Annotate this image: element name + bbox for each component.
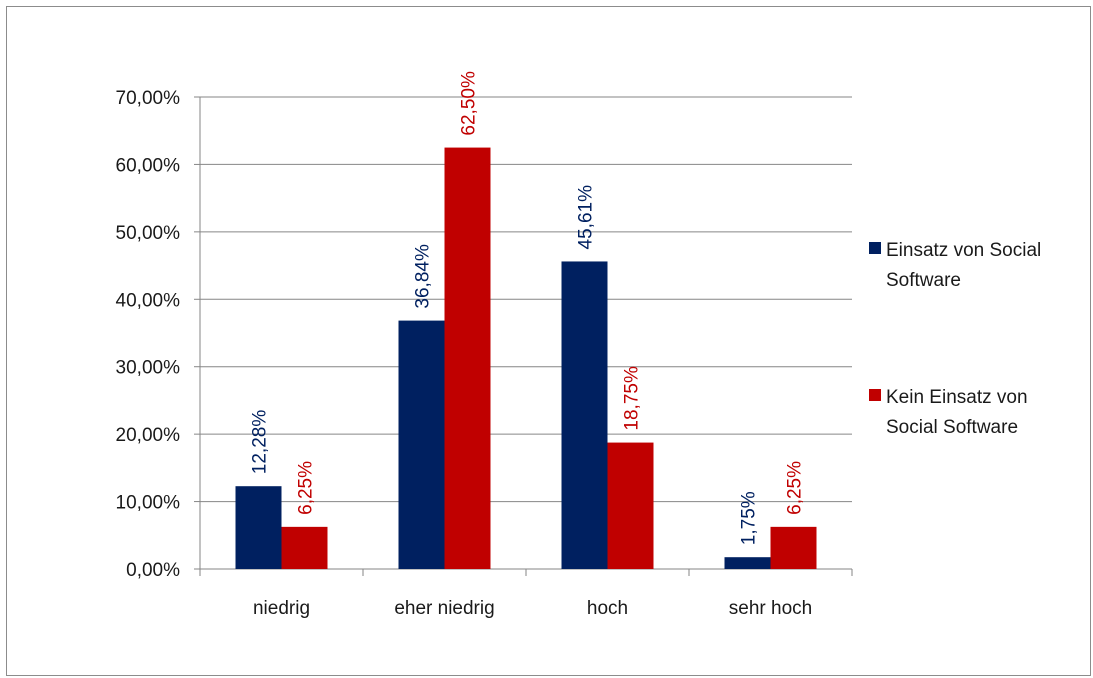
data-label: 6,25% [296,461,317,515]
bar [398,320,445,569]
bar [770,526,817,569]
data-label: 1,75% [739,491,760,545]
y-tick-label: 30,00% [116,358,181,379]
bar [281,526,328,569]
legend-label: Software [886,270,961,291]
y-tick-label: 70,00% [116,88,181,109]
data-label: 62,50% [459,71,480,136]
data-label: 18,75% [622,366,643,431]
y-tick-label: 60,00% [116,155,181,176]
data-label: 12,28% [250,410,271,475]
bar [235,486,282,569]
legend-label: Social Software [886,417,1018,438]
y-tick-label: 0,00% [126,560,180,581]
x-category-label: niedrig [253,598,310,619]
data-label: 36,84% [413,244,434,309]
y-tick-label: 10,00% [116,493,181,514]
x-category-label: eher niedrig [394,598,494,619]
chart-frame [6,6,1091,676]
bar [607,442,654,569]
legend-label: Einsatz von Social [886,240,1041,261]
x-category-label: sehr hoch [729,598,812,619]
bar [724,557,771,569]
y-tick-label: 50,00% [116,223,181,244]
y-tick-label: 20,00% [116,425,181,446]
legend-swatch [869,389,881,401]
bar [561,261,608,569]
bar [444,147,491,570]
data-label: 45,61% [576,185,597,250]
legend-swatch [869,242,881,254]
legend-label: Kein Einsatz von [886,387,1028,408]
y-tick-label: 40,00% [116,290,181,311]
x-category-label: hoch [587,598,628,619]
data-label: 6,25% [785,461,806,515]
